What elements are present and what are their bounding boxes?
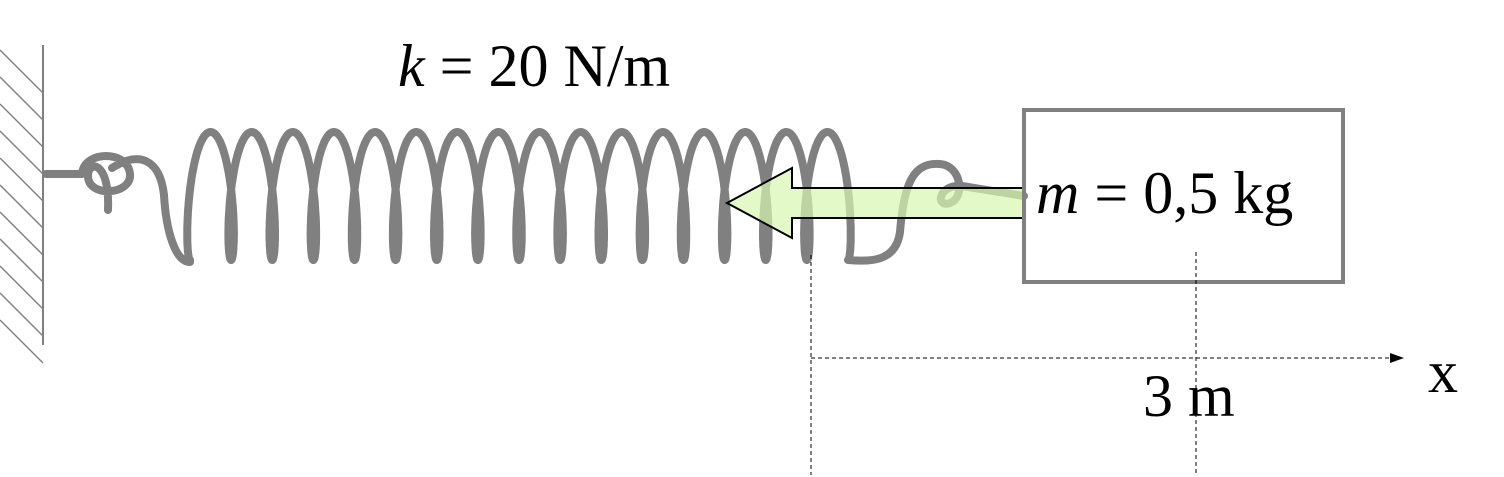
wall-hatching [0, 49, 44, 364]
mass-value: 0,5 kg [1143, 160, 1293, 226]
hatch-line [0, 292, 44, 337]
hatch-line [0, 211, 44, 256]
x-axis-arrowhead [1390, 353, 1404, 363]
spring-coil [42, 128, 1028, 266]
hatch-line [0, 130, 44, 175]
spring-constant-symbol: k [398, 33, 426, 99]
hatch-line [0, 184, 44, 229]
mass-symbol: m [1036, 160, 1079, 226]
spring-constant-equals: = [425, 33, 489, 99]
mass-label: m = 0,5 kg [1036, 160, 1293, 226]
wall [0, 45, 44, 364]
hatch-line [0, 157, 44, 202]
hatch-line [0, 265, 44, 310]
hatch-line [0, 76, 44, 121]
mass-equals: = [1079, 160, 1143, 226]
mass-block [1022, 108, 1345, 284]
displacement-label: 3 m [1143, 363, 1235, 429]
hatch-line [0, 103, 44, 148]
hatch-line [0, 319, 44, 364]
hatch-line [0, 238, 44, 283]
axis-label: x [1428, 339, 1458, 405]
spring-constant-label: k = 20 N/m [398, 33, 670, 99]
force-arrow [724, 166, 1026, 240]
spring-constant-value: 20 N/m [488, 33, 670, 99]
hatch-line [0, 49, 44, 94]
spring [42, 128, 1028, 266]
